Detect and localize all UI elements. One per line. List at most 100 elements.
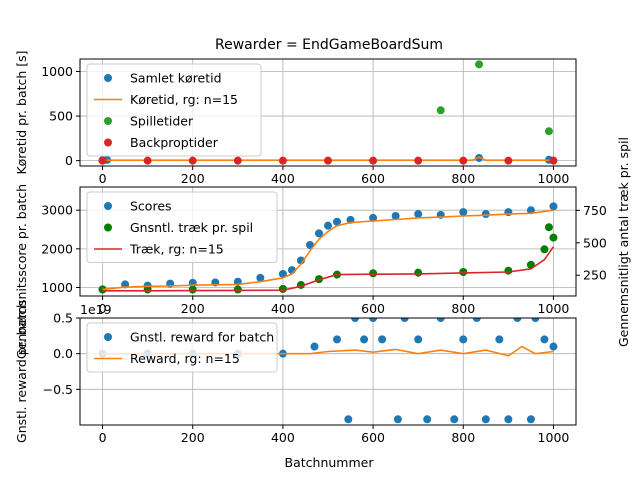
data-point	[414, 335, 423, 344]
data-point	[549, 233, 558, 242]
axes-frame	[79, 58, 577, 167]
data-point	[256, 273, 265, 282]
series-line	[102, 156, 554, 161]
data-point	[540, 335, 549, 344]
data-point	[495, 335, 504, 344]
x-tick-label: 0	[99, 171, 107, 186]
x-tick-label: 400	[271, 430, 295, 445]
x-tick-label: 200	[181, 301, 205, 316]
legend-marker-swatch	[104, 117, 112, 125]
data-point	[436, 318, 445, 322]
legend-box	[86, 322, 278, 373]
data-point	[278, 156, 287, 165]
data-point	[143, 156, 152, 165]
x-tick-label: 1000	[538, 430, 570, 445]
data-point	[549, 202, 558, 211]
data-point	[333, 217, 342, 226]
data-point	[513, 318, 522, 322]
x-axis-label: Batchnummer	[285, 455, 375, 470]
data-point	[481, 415, 490, 424]
legend-box	[86, 191, 278, 263]
data-point	[481, 210, 490, 219]
data-point	[436, 106, 445, 115]
legend-marker-swatch	[104, 138, 112, 147]
data-point	[324, 156, 332, 165]
legend-label: Træk, rg: n=15	[129, 242, 224, 257]
legend-label: Spilletider	[130, 114, 194, 129]
y-tick-label: −0.5	[43, 382, 73, 397]
data-point	[188, 156, 197, 165]
legend-marker-swatch	[104, 333, 112, 341]
data-point	[549, 342, 558, 351]
data-point	[378, 335, 387, 344]
x-tick-label: 600	[361, 430, 385, 445]
plot-area	[98, 318, 558, 424]
x-tick-label: 400	[271, 171, 295, 186]
axes-frame	[79, 317, 577, 426]
data-point	[369, 156, 378, 165]
axes-frame	[79, 186, 577, 297]
data-point	[369, 213, 378, 222]
legend: Gnstl. reward for batch Reward, rg: n=15	[86, 322, 278, 373]
data-point	[188, 285, 197, 294]
y-tick-label: 2000	[41, 241, 73, 256]
chart-title: Rewarder = EndGameBoardSum	[215, 37, 443, 53]
y-right-tick-label: 500	[583, 235, 607, 250]
data-point	[504, 156, 513, 165]
y-axis-label: Gennemsnitsscore pr. batch	[14, 184, 29, 359]
y-tick-label: 0	[65, 153, 73, 168]
data-point	[549, 156, 558, 165]
data-point	[233, 156, 242, 165]
series-line	[102, 345, 554, 357]
legend-label: Samlet køretid	[130, 71, 222, 86]
legend-label: Scores	[130, 199, 172, 214]
y-right-tick-label: 250	[583, 268, 607, 283]
data-point	[459, 156, 468, 165]
legend-label: Gnsntl. træk pr. spil	[130, 220, 253, 235]
x-tick-label: 600	[361, 171, 385, 186]
series-line	[102, 246, 555, 292]
data-point	[450, 415, 459, 424]
x-tick-label: 1000	[538, 301, 570, 316]
data-point	[360, 335, 369, 344]
panel-runtime: 0 200 400 600 800 1000 0 500 1000 Køretid pr. bat…	[14, 50, 577, 186]
data-point	[344, 415, 353, 424]
y-tick-label: 1000	[41, 280, 73, 295]
data-point	[391, 211, 400, 220]
data-point	[475, 60, 484, 69]
data-point	[233, 285, 242, 294]
y-tick-label: 0.5	[53, 311, 73, 326]
data-point	[369, 269, 378, 278]
data-point	[526, 206, 535, 215]
data-point	[310, 342, 319, 351]
data-point	[369, 318, 378, 322]
data-point	[333, 335, 342, 344]
data-point	[278, 269, 287, 278]
y-tick-label: 1000	[41, 64, 73, 79]
y-tick-label: 500	[49, 109, 73, 124]
legend-label: Gnstl. reward for batch	[130, 330, 274, 345]
data-point	[544, 127, 553, 136]
data-point	[531, 318, 540, 322]
y-tick-label: 0.0	[53, 346, 73, 361]
legend: Samlet køretid Køretid, rg: n=15 Spilletid…	[86, 63, 262, 157]
data-point	[414, 156, 423, 165]
offset-text: 1e19	[80, 302, 112, 317]
data-point	[423, 415, 432, 424]
x-tick-label: 0	[99, 430, 107, 445]
data-point	[414, 268, 423, 277]
data-point	[459, 335, 468, 344]
data-point	[314, 229, 323, 238]
data-point	[393, 415, 402, 424]
data-point	[324, 221, 332, 230]
x-tick-label: 0	[99, 301, 107, 316]
legend-marker-swatch	[104, 202, 112, 210]
legend-label: Reward, rg: n=15	[130, 351, 240, 366]
data-point	[400, 318, 409, 322]
legend-marker-swatch	[104, 74, 112, 82]
x-tick-label: 800	[451, 171, 475, 186]
y-axis-label: Gnstl. reward pr. batch	[14, 300, 29, 443]
data-point	[526, 415, 535, 424]
legend-marker-swatch	[104, 223, 112, 232]
